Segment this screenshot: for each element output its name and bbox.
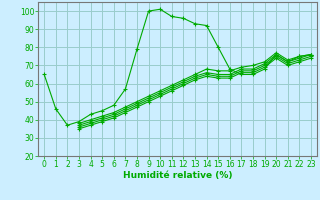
X-axis label: Humidité relative (%): Humidité relative (%) <box>123 171 232 180</box>
